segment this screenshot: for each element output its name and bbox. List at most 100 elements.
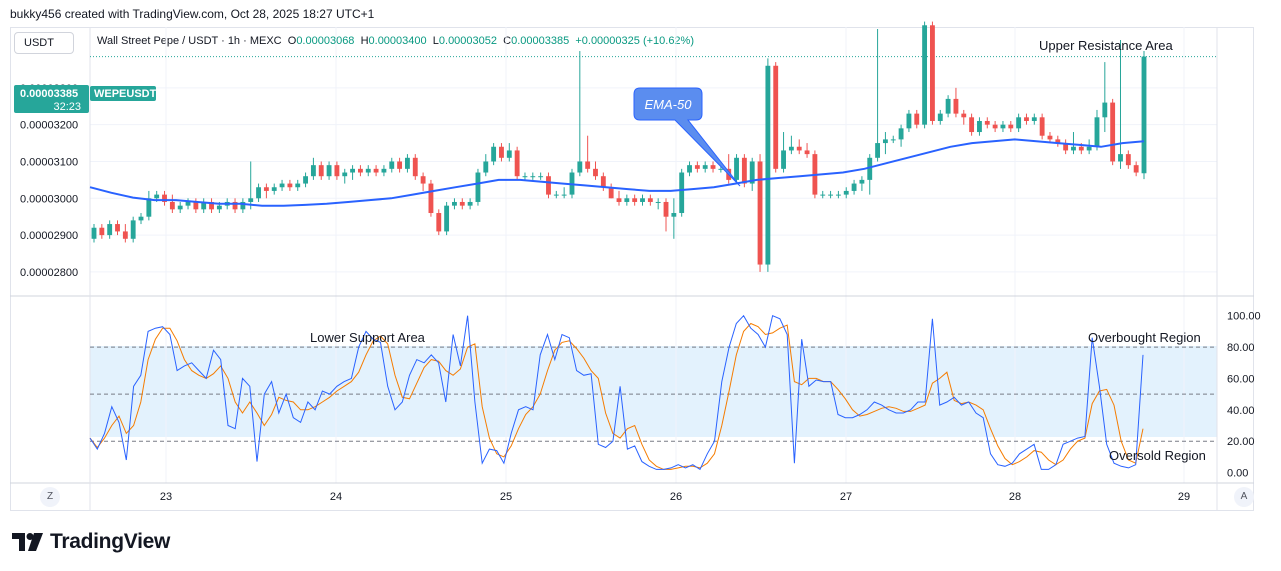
candle-body [1118,154,1123,162]
candle-body [1047,135,1053,140]
candle-body [600,176,606,188]
candle-body [640,198,645,202]
candle-body [788,146,794,151]
candle-body [287,183,293,188]
candle-body [177,205,183,210]
candle-body [937,113,943,121]
candle-body [804,150,810,155]
candle-body [538,176,544,178]
candle-body [428,183,434,214]
candle-body [773,65,779,169]
candle-body [663,201,669,217]
candle-body [1039,117,1045,136]
candle-body [1000,124,1006,129]
candle-body [890,139,896,141]
candle-body [977,120,982,133]
candle-body [357,168,363,173]
candle-body [514,150,520,177]
candle-body [710,165,716,169]
candle-body [1125,154,1131,166]
candle-body [875,143,881,158]
candle-body [1024,117,1029,121]
candle-body [930,25,935,121]
candle-body [162,194,167,202]
stoch-band [90,346,1217,437]
candle-body [765,65,771,265]
candle-body [420,176,426,184]
candle-body [961,113,967,118]
candle-body [1016,117,1022,129]
candle-body [984,120,990,125]
time-tick-label: 28 [1009,491,1021,503]
candle-body [522,176,528,178]
open-label: O [287,35,297,47]
candle-body [593,168,598,177]
candle-body [1031,117,1037,121]
ema-50-line [89,138,1145,207]
candle-body [757,161,763,265]
candle-body [303,176,308,184]
candle-body [953,98,959,114]
candle-body [185,201,191,206]
auto-scale-button[interactable]: A [1234,487,1254,507]
candle-body [1141,56,1147,174]
candle-body [209,201,214,210]
time-tick-label: 23 [160,491,172,503]
candle-body [342,172,348,177]
publisher-caption: bukky456 created with TradingView.com, O… [10,7,375,21]
candle-body [546,176,551,195]
candle-body [914,113,920,125]
candle-body [749,161,755,184]
scale-left-button[interactable]: Z [40,487,60,507]
stoch-tick-label: 40.00 [1227,405,1255,417]
stoch-levels [90,346,1217,442]
stoch-k-line [89,314,1144,471]
open-value: 0.00003068 [296,35,355,47]
candle-body [334,165,340,177]
candle-body [499,146,504,158]
candle-body [91,227,97,239]
candle-body [1102,102,1108,118]
candle-body [694,165,700,169]
candle-body [169,201,175,210]
candle-body [279,183,285,188]
price-tick-label: 0.00003100 [20,156,78,168]
candle-body [616,198,622,202]
candle-body [193,201,199,210]
candle-body [835,194,841,196]
candle-body [577,161,583,173]
candle-body [828,194,833,196]
candle-body [687,165,692,173]
ema-callout: EMA-50 [633,87,741,187]
candle-body [467,201,473,206]
tradingview-logo[interactable]: TradingView [12,529,170,555]
candle-body [452,201,457,206]
currency-button[interactable]: USDT [14,32,74,54]
change-value: +0.00000325 (+10.62%) [575,35,694,47]
candle-body [553,194,559,196]
candle-body [530,176,536,178]
candle-body [655,201,661,203]
candle-body [1078,146,1084,151]
candle-body [608,187,614,199]
candle-body [405,157,410,169]
candle-body [781,150,786,169]
candle-body [632,198,638,202]
candle-body [882,139,888,144]
candle-body [1110,102,1116,162]
candle-body [381,168,387,173]
candle-body [436,213,442,232]
candle-body [412,157,418,177]
candle-body [734,157,739,180]
time-tick-label: 29 [1178,491,1190,503]
close-label: C [503,35,512,47]
stoch-tick-label: 100.00 [1227,311,1261,323]
candle-body [154,194,160,199]
overbought-label: Overbought Region [1088,330,1201,345]
candle-body [1055,139,1061,144]
candle-body [240,201,246,210]
candle-body [741,157,747,184]
candle-body [702,165,708,169]
price-tick-label: 0.00002800 [20,267,78,279]
